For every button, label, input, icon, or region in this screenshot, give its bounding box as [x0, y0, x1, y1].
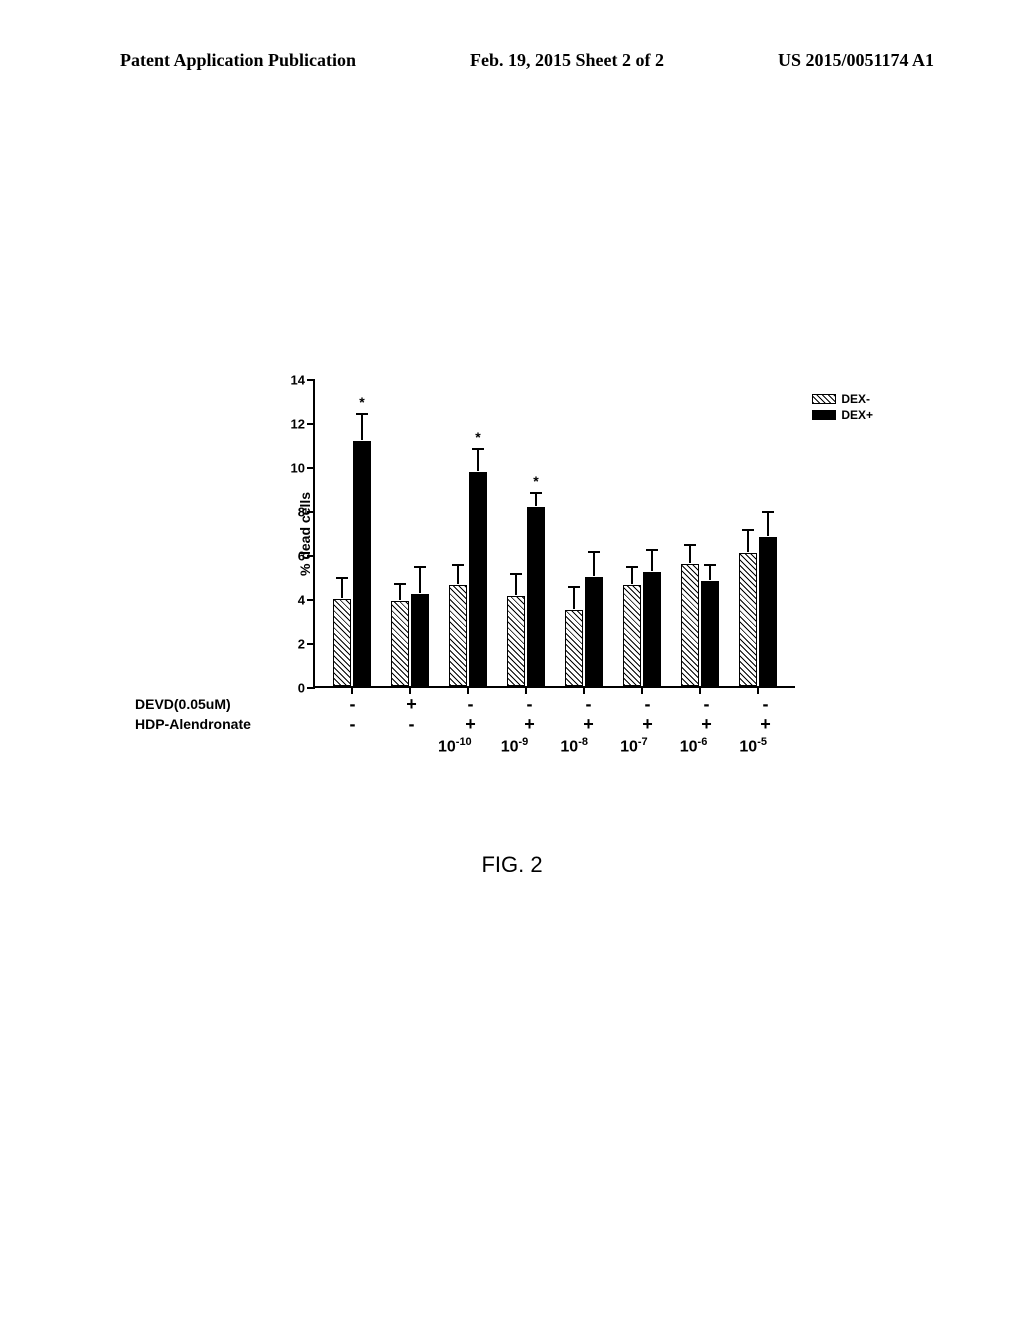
treatment-symbol: -: [677, 697, 736, 711]
treatment-symbols: --++++++: [303, 717, 795, 731]
treatment-symbol: +: [618, 717, 677, 731]
bar-dex-minus: [565, 610, 583, 687]
treatment-symbol: +: [677, 717, 736, 731]
bar-dex-minus: [391, 601, 409, 686]
treatment-name: DEVD(0.05uM): [135, 696, 303, 712]
y-axis-label: % dead cells: [297, 492, 313, 576]
bar-dex-plus: *: [527, 507, 545, 686]
treatment-symbol: +: [382, 697, 441, 711]
y-tick-label: 10: [291, 461, 305, 476]
bar-dex-minus: [739, 553, 757, 686]
treatment-symbol: -: [736, 697, 795, 711]
legend-swatch-dex-plus: [812, 410, 836, 420]
treatment-symbol: +: [441, 717, 500, 731]
bar-dex-minus: [681, 564, 699, 686]
header-center: Feb. 19, 2015 Sheet 2 of 2: [470, 50, 664, 71]
caption-text: FIG. 2: [481, 852, 542, 877]
bar-group: [729, 380, 787, 686]
bar-dex-plus: [585, 577, 603, 686]
concentration-row: 10-1010-910-810-710-610-5: [425, 736, 783, 756]
concentration-label: 10-10: [425, 736, 485, 756]
treatment-row: HDP-Alendronate --++++++: [135, 716, 795, 732]
treatment-row: DEVD(0.05uM) -+------: [135, 696, 795, 712]
y-tick-label: 14: [291, 373, 305, 388]
bar-group: *: [323, 380, 381, 686]
bar-dex-plus: [759, 537, 777, 686]
concentration-label: 10-8: [544, 736, 604, 756]
bar-dex-plus: *: [469, 472, 487, 686]
bar-dex-plus: [411, 594, 429, 686]
bar-group: [671, 380, 729, 686]
treatment-symbol: -: [559, 697, 618, 711]
legend-item: DEX+: [812, 408, 873, 422]
bar-dex-minus: [507, 596, 525, 686]
bar-dex-minus: [449, 585, 467, 686]
treatment-symbol: -: [382, 717, 441, 731]
treatment-symbol: -: [500, 697, 559, 711]
concentration-label: 10-9: [485, 736, 545, 756]
concentration-label: 10-7: [604, 736, 664, 756]
significance-marker: *: [475, 429, 480, 445]
bar-dex-minus: [623, 585, 641, 686]
significance-marker: *: [533, 473, 538, 489]
legend-item: DEX-: [812, 392, 873, 406]
treatment-symbol: -: [323, 717, 382, 731]
bar-chart: 02468101214 % dead cells *** DEX- DEX+ D…: [255, 380, 865, 740]
y-tick-label: 4: [298, 593, 305, 608]
bar-dex-plus: *: [353, 441, 371, 686]
chart-plot-area: 02468101214 % dead cells *** DEX- DEX+: [315, 380, 795, 688]
page-header: Patent Application Publication Feb. 19, …: [0, 50, 1024, 71]
treatment-symbol: -: [441, 697, 500, 711]
treatment-symbol: -: [618, 697, 677, 711]
bar-group: [381, 380, 439, 686]
bar-dex-plus: [643, 572, 661, 686]
bar-group: *: [497, 380, 555, 686]
x-axis-treatment-rows: DEVD(0.05uM) -+------ HDP-Alendronate --…: [135, 696, 795, 756]
figure-caption: FIG. 2: [0, 852, 1024, 878]
bar-group: [555, 380, 613, 686]
legend-swatch-dex-minus: [812, 394, 836, 404]
header-left: Patent Application Publication: [120, 50, 356, 71]
treatment-symbol: +: [559, 717, 618, 731]
x-axis: [315, 686, 795, 688]
y-tick-label: 2: [298, 637, 305, 652]
treatment-symbol: -: [323, 697, 382, 711]
significance-marker: *: [359, 394, 364, 410]
treatment-symbol: +: [736, 717, 795, 731]
legend-label: DEX-: [841, 392, 870, 406]
treatment-symbols: -+------: [303, 697, 795, 711]
bar-dex-minus: [333, 599, 351, 686]
bar-group: [613, 380, 671, 686]
legend-label: DEX+: [841, 408, 873, 422]
bar-groups: ***: [315, 380, 795, 686]
header-right: US 2015/0051174 A1: [778, 50, 934, 71]
concentration-label: 10-5: [723, 736, 783, 756]
treatment-name: HDP-Alendronate: [135, 716, 303, 732]
bar-dex-plus: [701, 581, 719, 686]
chart-legend: DEX- DEX+: [812, 392, 873, 424]
concentration-label: 10-6: [664, 736, 724, 756]
y-tick-label: 12: [291, 417, 305, 432]
bar-group: *: [439, 380, 497, 686]
treatment-symbol: +: [500, 717, 559, 731]
y-tick-label: 0: [298, 681, 305, 696]
